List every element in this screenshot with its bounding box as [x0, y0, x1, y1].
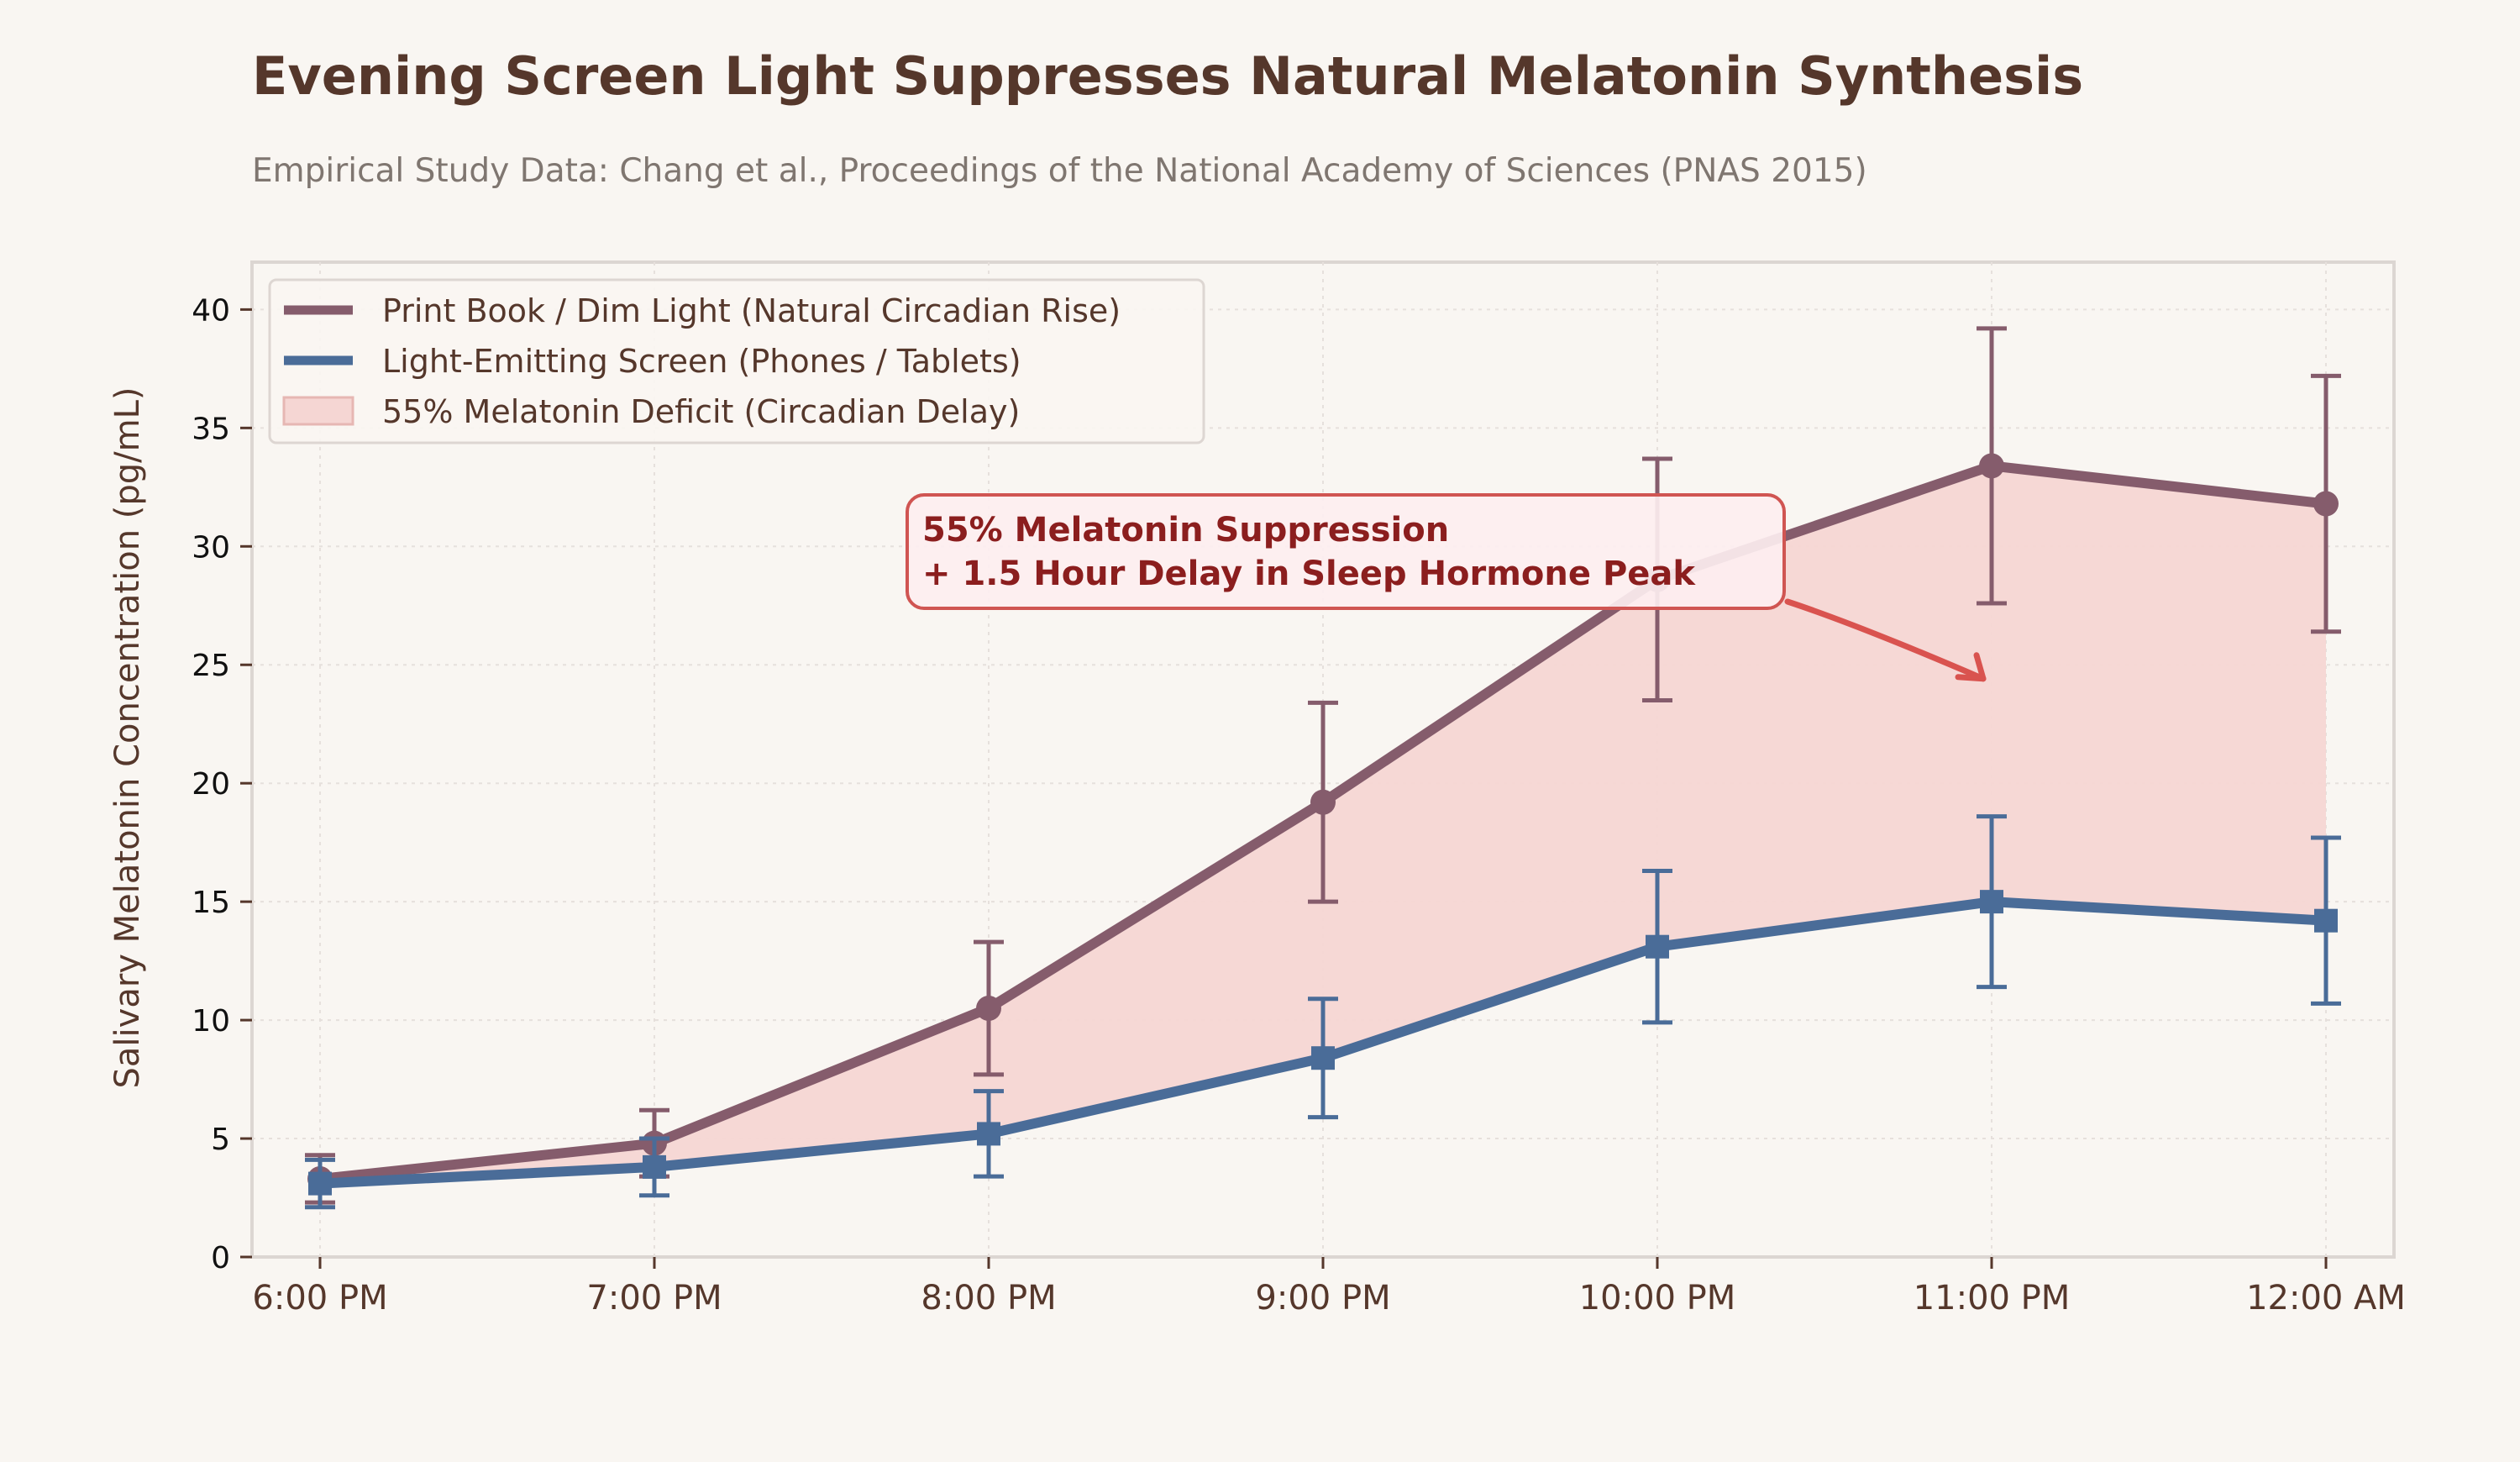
data-point-marker: [2314, 908, 2338, 933]
data-point-marker: [2313, 491, 2339, 517]
y-tick-label: 5: [211, 1123, 230, 1157]
legend: Print Book / Dim Light (Natural Circadia…: [268, 278, 1205, 444]
y-tick-label: 0: [211, 1241, 230, 1275]
x-tick-label: 11:00 PM: [1914, 1279, 2071, 1317]
legend-item-deficit-label: 55% Melatonin Deficit (Circadian Delay): [382, 393, 1020, 430]
data-point-marker: [1979, 453, 2004, 479]
annotation: 55% Melatonin Suppression + 1.5 Hour Dela…: [906, 493, 1987, 682]
data-point-marker: [1980, 890, 2003, 914]
legend-item-print-book-label: Print Book / Dim Light (Natural Circadia…: [382, 292, 1121, 329]
annotation-box: [906, 493, 1786, 610]
axes: 0 5 10 15 20 25 30 35 40 6:00 PM 7:00 PM 8:00 PM 9:0…: [192, 293, 2406, 1317]
annotation-arrowhead: [1955, 652, 1987, 682]
annotation-line: 55% Melatonin Suppression: [922, 511, 1449, 550]
y-tick-label: 40: [192, 293, 230, 328]
y-tick-label: 15: [192, 886, 230, 920]
y-tick-label: 25: [192, 649, 230, 683]
x-tick-label: 10:00 PM: [1579, 1279, 1736, 1317]
legend-item-screen-label: Light-Emitting Screen (Phones / Tablets): [382, 343, 1021, 380]
y-tick-label: 35: [192, 412, 230, 446]
x-tick-label: 12:00 AM: [2246, 1279, 2406, 1317]
series-lines: [305, 326, 2341, 1210]
data-point-marker: [643, 1154, 666, 1179]
data-point-marker: [1646, 934, 1669, 959]
y-axis-label: Salivary Melatonin Concentration (pg/mL): [108, 387, 147, 1089]
annotation-line: + 1.5 Hour Delay in Sleep Hormone Peak: [922, 555, 1696, 593]
y-tick-label: 20: [192, 767, 230, 802]
legend-item-deficit-swatch: [282, 396, 354, 426]
chart-subtitle: Empirical Study Data: Chang et al., Proc…: [252, 152, 1867, 190]
y-tick-label: 30: [192, 530, 230, 565]
x-tick-label: 6:00 PM: [252, 1279, 387, 1317]
legend-box: [268, 278, 1205, 444]
chart-title: Evening Screen Light Suppresses Natural …: [252, 45, 2083, 107]
x-tick-label: 8:00 PM: [921, 1279, 1056, 1317]
data-point-marker: [1311, 1046, 1335, 1070]
annotation-arrow: [1784, 598, 1987, 682]
data-point-marker: [976, 996, 1001, 1021]
data-point-marker: [1310, 789, 1336, 815]
x-tick-label: 7:00 PM: [586, 1279, 722, 1317]
data-point-marker: [977, 1122, 1000, 1146]
series-2: [305, 814, 2341, 1210]
data-point-marker: [308, 1171, 332, 1196]
y-tick-label: 10: [192, 1004, 230, 1039]
x-tick-label: 9:00 PM: [1255, 1279, 1390, 1317]
